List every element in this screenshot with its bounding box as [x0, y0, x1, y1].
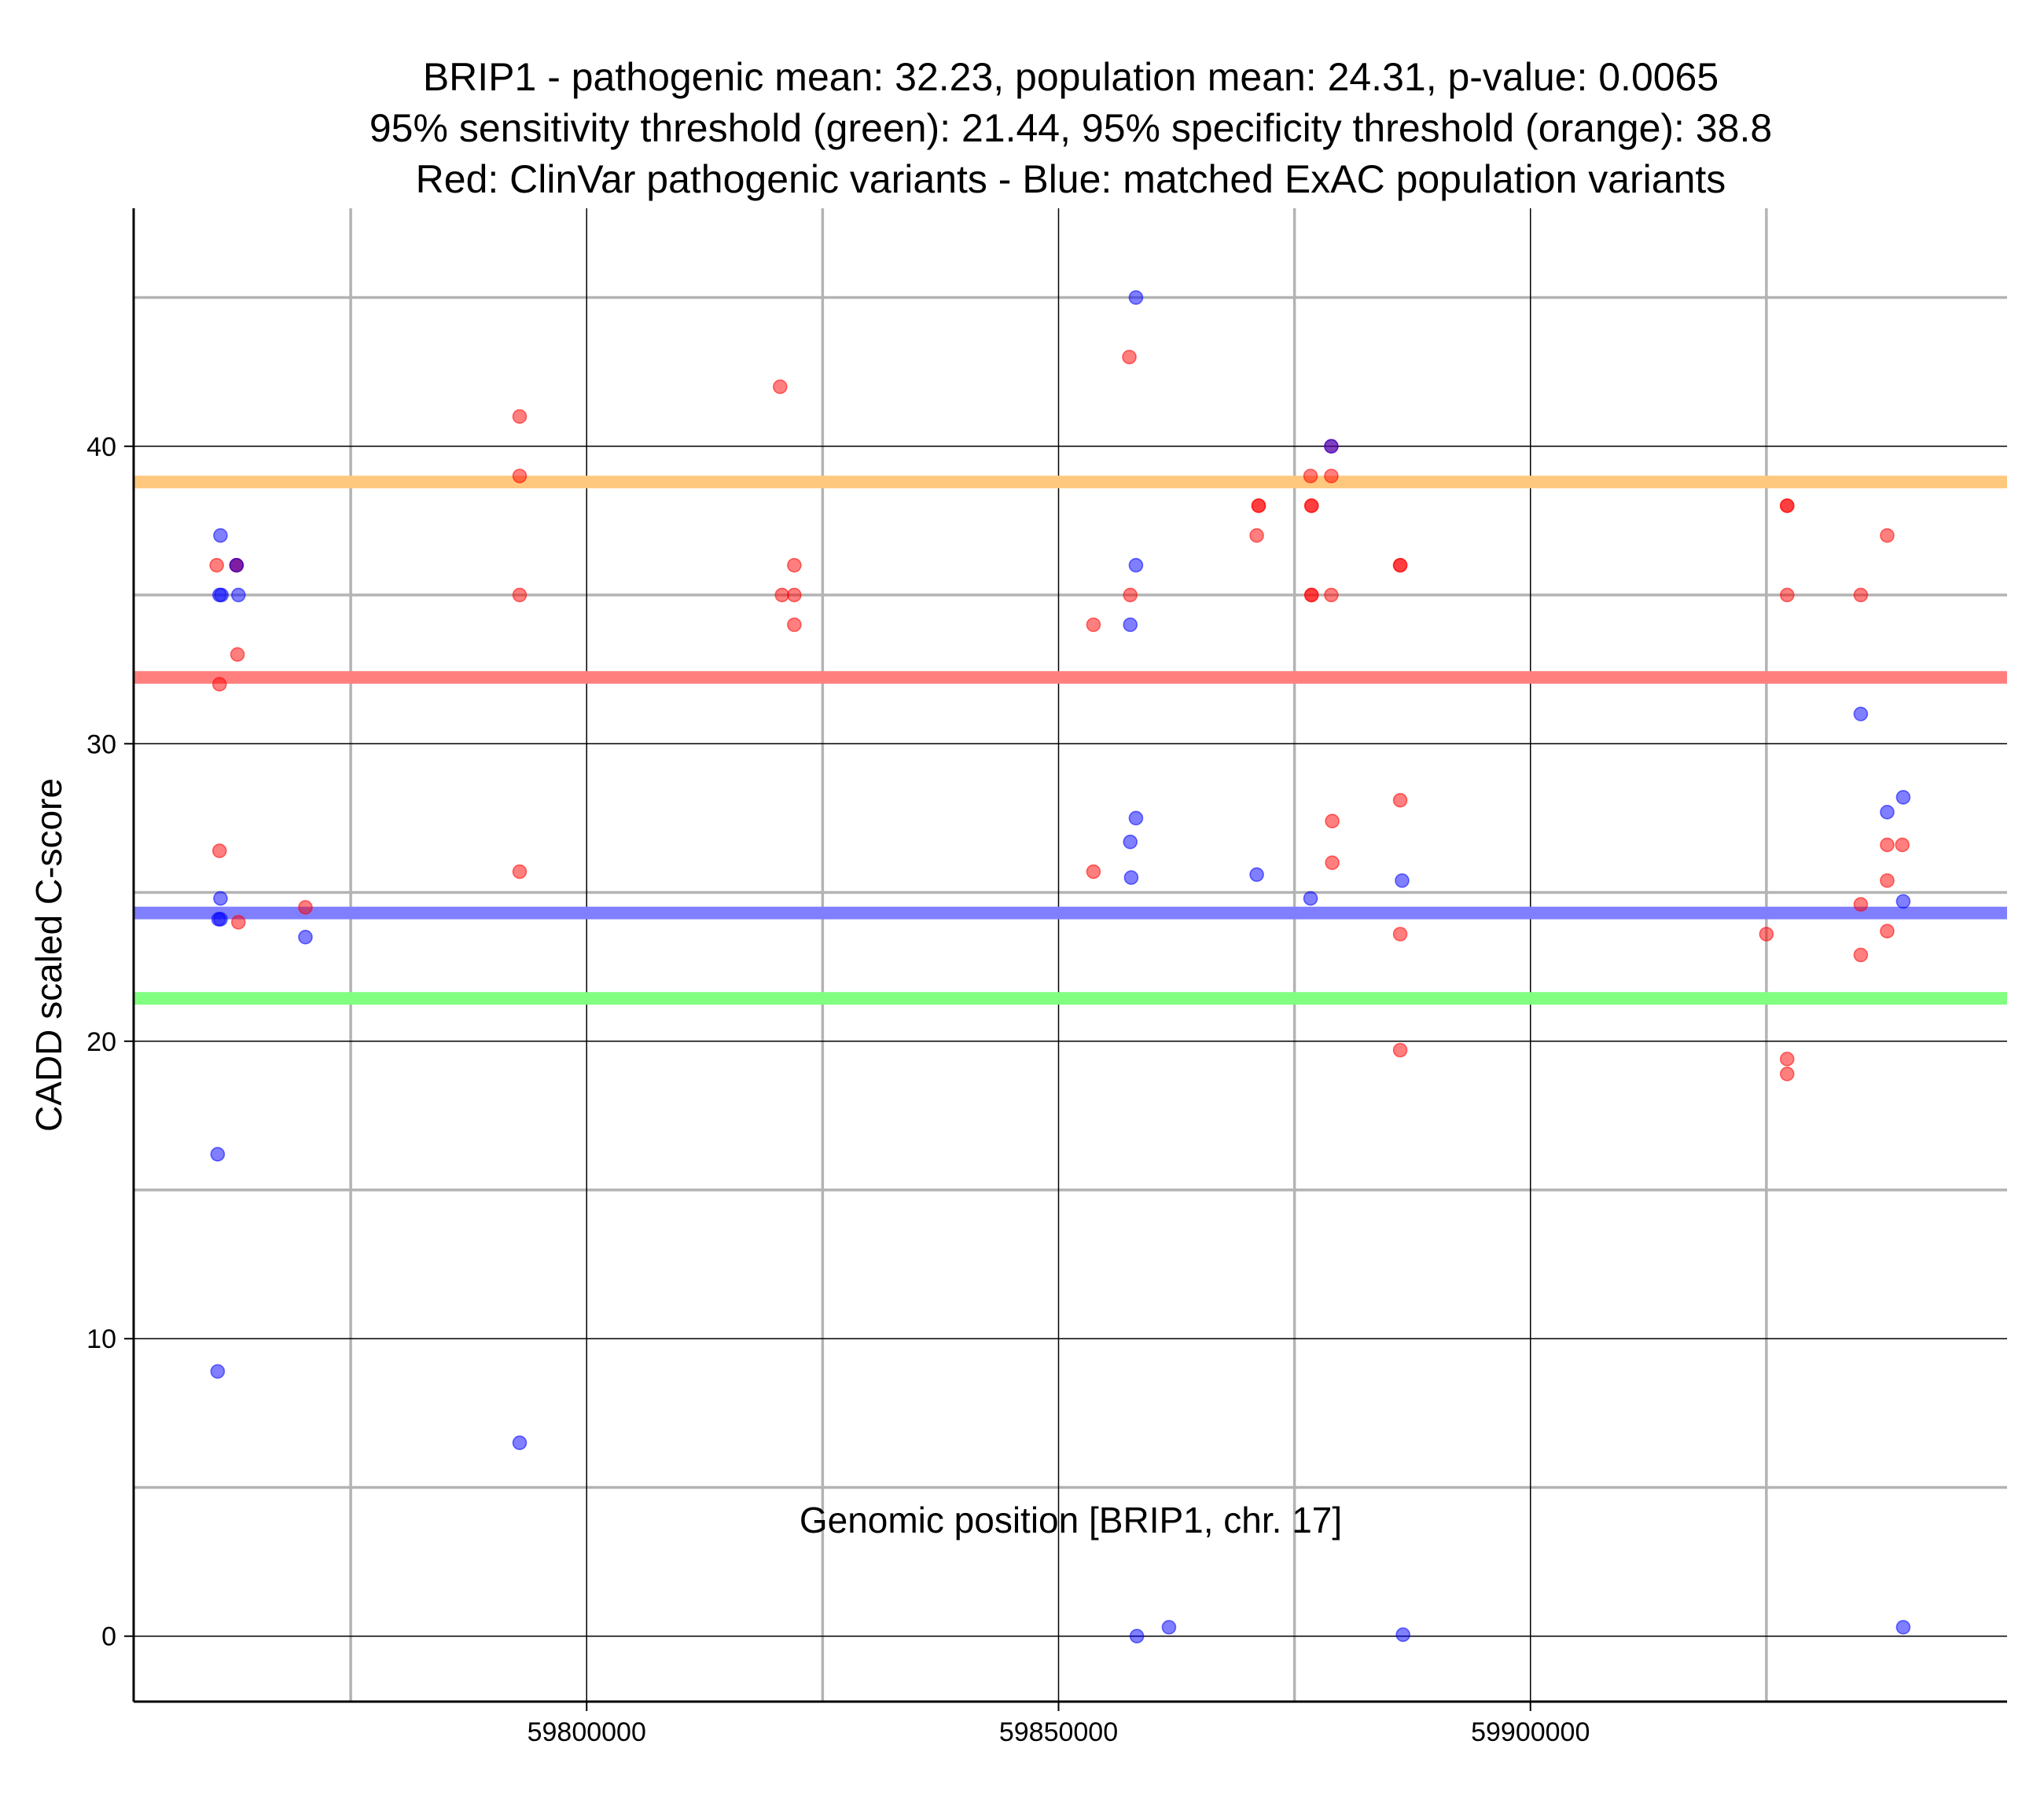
population-variant-point [1123, 617, 1138, 633]
pathogenic-variant-point [1759, 927, 1774, 942]
population-variant-point [1895, 894, 1911, 909]
population-variant-point [229, 557, 244, 573]
pathogenic-variant-point [209, 557, 224, 573]
pathogenic-variant-point [512, 864, 528, 879]
pathogenic-variant-point [773, 379, 788, 395]
population-variant-point [1123, 834, 1138, 850]
population-variant-point [1128, 290, 1144, 305]
pathogenic-variant-point [1779, 1052, 1795, 1067]
chart-title-line-2: 95% sensitivity threshold (green): 21.44… [369, 106, 1772, 150]
population-variant-point [1395, 1627, 1410, 1643]
pathogenic-variant-point [1123, 587, 1138, 603]
pathogenic-variant-point [298, 900, 313, 915]
threshold-lines-layer [134, 476, 2007, 1005]
pathogenic-variant-point [211, 843, 227, 858]
pathogenic-variant-point [1251, 498, 1266, 513]
population-variant-point [230, 587, 246, 603]
pathogenic-variant-point [1392, 927, 1408, 942]
x-tick-label: 59850000 [999, 1717, 1118, 1747]
y-tick-label: 10 [86, 1324, 116, 1354]
x-tick-label: 59900000 [1471, 1717, 1590, 1747]
pathogenic-variant-point [787, 557, 802, 573]
population-variant-point [210, 1364, 226, 1379]
pathogenic-variant-point [512, 587, 528, 603]
population-variant-point [214, 587, 229, 603]
pathogenic-variant-point [230, 647, 245, 663]
pathogenic-variant-point [1880, 873, 1895, 888]
population-variant-point [1324, 439, 1339, 454]
pathogenic-variant-point [1325, 855, 1340, 870]
pathogenic-variant-point [1303, 587, 1319, 603]
pathogenic-variant-point [1779, 1067, 1795, 1081]
population-variant-point [1853, 707, 1869, 722]
population-variant-point [298, 929, 313, 945]
pathogenic-variant-point [1853, 897, 1869, 912]
population-variant-point [512, 1435, 528, 1451]
population-variant-point [1303, 890, 1318, 906]
pathogenic-variant-point [1779, 498, 1795, 513]
axes-layer: 59800000 59850000 59900000 0 10 20 30 40 [86, 208, 2007, 1747]
population-variant-point [1123, 870, 1139, 885]
pathogenic-variant-point [787, 617, 802, 633]
population-variant-point [1895, 790, 1911, 805]
x-tick-label: 59800000 [528, 1717, 646, 1747]
population-variant-point [213, 890, 228, 906]
pathogenic-variant-point [1325, 813, 1340, 828]
pathogenic-variant-point [512, 409, 528, 424]
population-variant-point [1128, 810, 1144, 826]
pathogenic-variant-point [1895, 837, 1910, 853]
y-axis-title: CADD scaled C-score [28, 778, 69, 1132]
pathogenic-variant-point [1324, 587, 1339, 603]
pathogenic-variant-point [1392, 1042, 1408, 1058]
population-variant-point [1249, 867, 1264, 883]
y-tick-label: 20 [86, 1027, 116, 1057]
pathogenic-variant-point [1086, 617, 1101, 633]
population-variant-point [1880, 805, 1895, 820]
population-variant-point [213, 912, 228, 927]
pathogenic-variant-point [230, 915, 246, 930]
population-variant-point [1128, 557, 1144, 573]
grid-layer [134, 208, 2007, 1702]
y-tick-label: 40 [86, 432, 116, 462]
chart-title-line-3: Red: ClinVar pathogenic variants - Blue:… [416, 157, 1726, 201]
pathogenic-variant-point [1880, 837, 1895, 853]
pathogenic-variant-point [1853, 947, 1869, 963]
data-points-layer [209, 290, 1911, 1644]
pathogenic-variant-point [1303, 468, 1318, 483]
population-variant-point [1895, 1620, 1911, 1635]
pathogenic-variant-point [1779, 587, 1795, 603]
x-axis-title: Genomic position [BRIP1, chr. 17] [800, 1500, 1342, 1540]
pathogenic-variant-point [1880, 528, 1895, 543]
pathogenic-variant-point [211, 677, 227, 692]
pathogenic-variant-point [1303, 498, 1319, 513]
pathogenic-variant-point [1392, 792, 1408, 808]
pathogenic-variant-point [1086, 864, 1101, 879]
pathogenic-variant-point [1392, 557, 1408, 573]
pathogenic-variant-point [1324, 468, 1339, 483]
y-tick-label: 30 [86, 729, 116, 759]
pathogenic-variant-point [774, 587, 790, 603]
population-variant-point [213, 528, 228, 543]
y-tick-label: 0 [101, 1622, 116, 1652]
chart-title-line-1: BRIP1 - pathogenic mean: 32.23, populati… [423, 55, 1719, 99]
pathogenic-variant-point [1249, 528, 1264, 543]
pathogenic-variant-point [787, 587, 802, 603]
population-variant-point [210, 1147, 226, 1162]
pathogenic-variant-point [1853, 587, 1869, 603]
pathogenic-variant-point [1880, 924, 1895, 939]
population-variant-point [1161, 1620, 1177, 1635]
pathogenic-variant-point [512, 468, 528, 483]
population-variant-point [1129, 1629, 1145, 1644]
pathogenic-variant-point [1122, 349, 1137, 365]
population-variant-point [1395, 873, 1410, 888]
